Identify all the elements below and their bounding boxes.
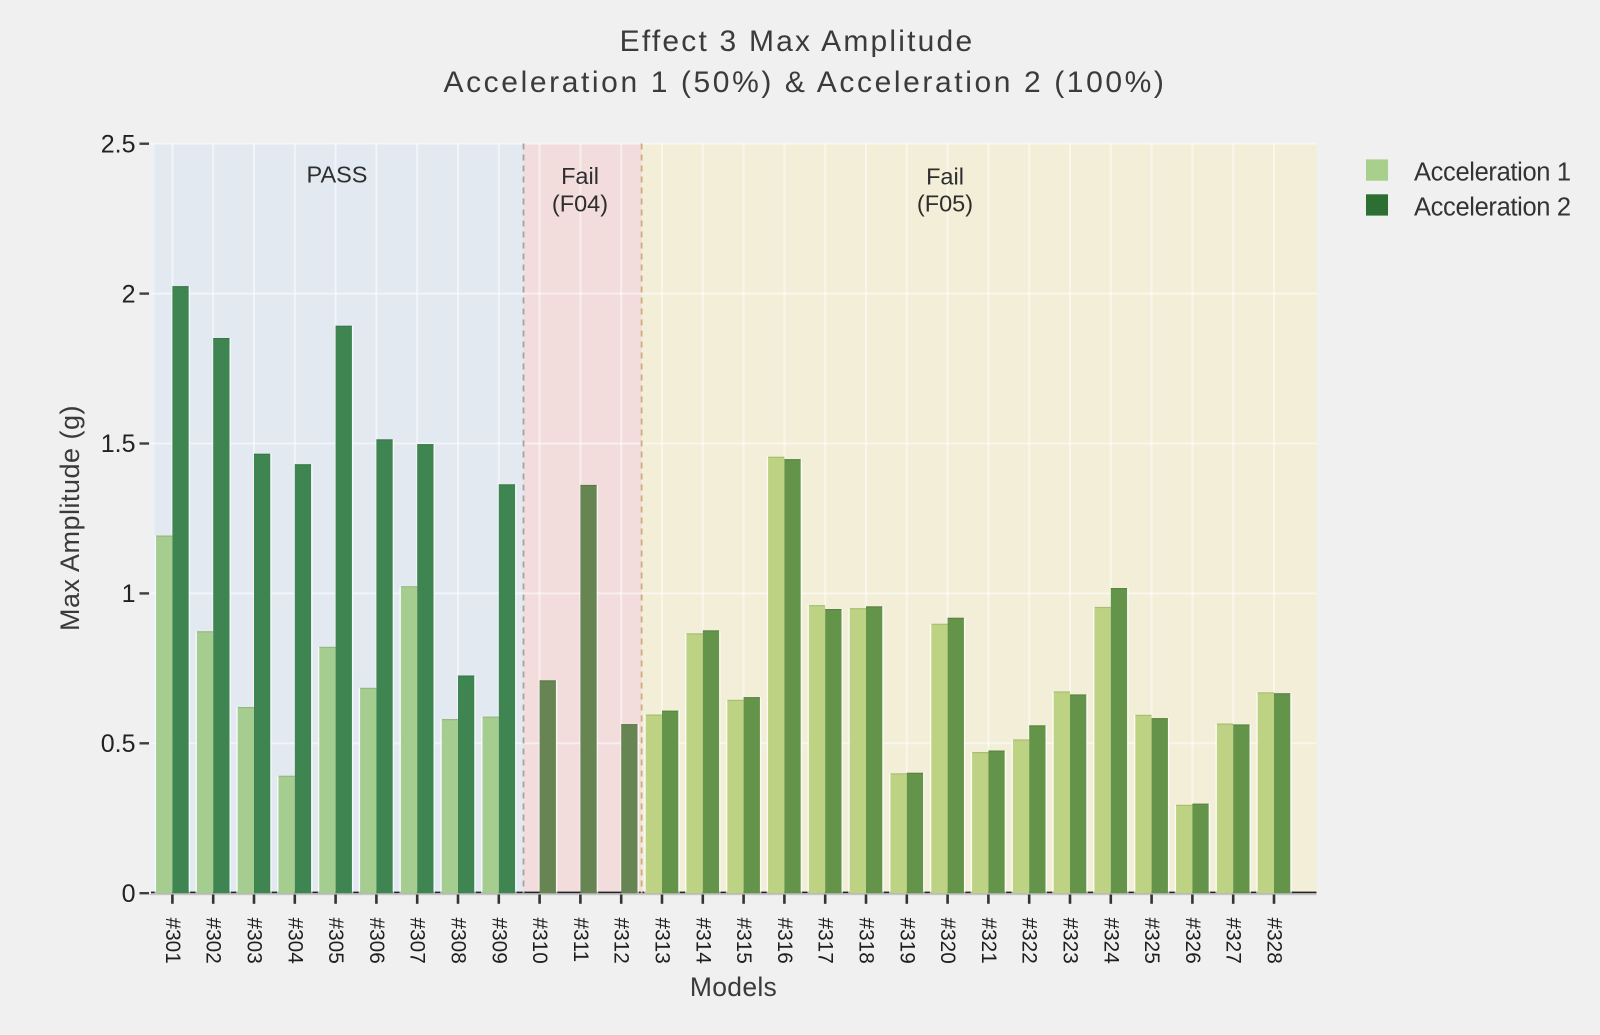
svg-text:1: 1 (122, 580, 136, 608)
svg-text:(F05): (F05) (917, 191, 973, 217)
svg-text:#326: #326 (1181, 918, 1204, 964)
svg-text:#301: #301 (161, 918, 184, 964)
svg-text:#322: #322 (1018, 918, 1041, 964)
svg-text:2.5: 2.5 (101, 130, 136, 158)
svg-text:#328: #328 (1263, 918, 1286, 964)
svg-text:Acceleration 1 (50%) & Acceler: Acceleration 1 (50%) & Acceleration 2 (1… (443, 66, 1166, 99)
svg-text:#302: #302 (202, 918, 225, 964)
svg-text:#310: #310 (528, 918, 551, 964)
svg-text:1.5: 1.5 (101, 430, 136, 458)
svg-text:(F04): (F04) (552, 190, 608, 216)
svg-text:PASS: PASS (307, 161, 368, 187)
svg-text:Acceleration 2: Acceleration 2 (1414, 193, 1571, 221)
svg-text:#327: #327 (1222, 918, 1245, 964)
svg-text:#319: #319 (895, 918, 918, 964)
svg-text:Effect 3 Max Amplitude: Effect 3 Max Amplitude (620, 25, 975, 58)
svg-text:#317: #317 (814, 918, 837, 964)
svg-text:#314: #314 (691, 918, 714, 964)
svg-text:#324: #324 (1099, 918, 1122, 964)
svg-text:#316: #316 (773, 918, 796, 964)
svg-text:#315: #315 (732, 918, 755, 964)
svg-text:#311: #311 (569, 918, 592, 963)
svg-text:Max Amplitude (g): Max Amplitude (g) (55, 405, 85, 631)
svg-text:#318: #318 (855, 918, 878, 964)
svg-text:0.5: 0.5 (101, 730, 136, 758)
svg-text:#305: #305 (324, 918, 347, 964)
svg-text:#309: #309 (487, 918, 510, 964)
svg-text:#325: #325 (1140, 918, 1163, 964)
svg-text:#307: #307 (406, 918, 429, 964)
svg-text:#304: #304 (283, 918, 306, 964)
svg-text:#308: #308 (447, 918, 470, 964)
svg-text:#320: #320 (936, 918, 959, 964)
svg-text:#323: #323 (1059, 918, 1082, 964)
svg-text:#312: #312 (610, 918, 633, 964)
svg-text:Acceleration 1: Acceleration 1 (1414, 158, 1571, 186)
svg-text:Fail: Fail (561, 163, 599, 189)
svg-text:Fail: Fail (926, 163, 964, 189)
svg-text:#306: #306 (365, 918, 388, 964)
svg-text:#303: #303 (243, 918, 266, 964)
svg-text:Models: Models (690, 972, 777, 1002)
svg-text:0: 0 (122, 880, 136, 908)
svg-text:2: 2 (122, 280, 136, 308)
svg-text:#313: #313 (651, 918, 674, 964)
svg-text:#321: #321 (977, 918, 1000, 964)
